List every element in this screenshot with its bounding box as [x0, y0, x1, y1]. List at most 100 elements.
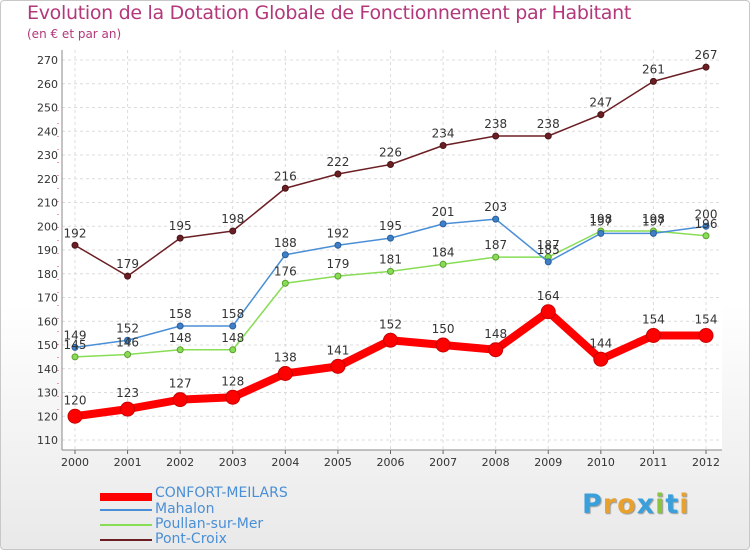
legend-label-poullan-sur-mer: Poullan-sur-Mer — [155, 516, 264, 532]
data-label-pont-croix: 238 — [484, 117, 507, 131]
legend-line-poullan-sur-mer — [100, 524, 152, 526]
data-label-mahalon: 149 — [64, 328, 87, 342]
logo-letter: o — [617, 489, 637, 520]
data-point-mahalon — [71, 343, 79, 351]
data-point-mahalon — [387, 234, 394, 242]
data-point-confort-meilars — [120, 401, 136, 417]
data-point-confort-meilars — [67, 408, 83, 424]
y-tick-label: 110 — [37, 434, 58, 447]
data-point-poullan-sur-mer — [176, 346, 184, 354]
proxiti-logo: Proxiti — [582, 489, 690, 520]
logo-letter: t — [665, 489, 680, 520]
data-label-confort-meilars: 154 — [642, 313, 665, 327]
data-label-poullan-sur-mer: 146 — [116, 336, 139, 350]
data-label-confort-meilars: 141 — [326, 343, 349, 357]
data-label-poullan-sur-mer: 187 — [537, 238, 560, 252]
x-tick-label: 2008 — [482, 456, 510, 469]
data-label-poullan-sur-mer: 181 — [379, 252, 402, 266]
x-tick-label: 2006 — [377, 456, 405, 469]
data-point-pont-croix — [71, 241, 79, 249]
data-label-pont-croix: 192 — [64, 226, 87, 240]
y-tick-label: 170 — [37, 292, 58, 305]
y-tick-label: 150 — [37, 339, 58, 352]
legend-label-confort-meilars: CONFORT-MEILARS — [155, 485, 288, 501]
data-label-confort-meilars: 154 — [695, 313, 718, 327]
data-label-confort-meilars: 127 — [169, 377, 192, 391]
data-point-mahalon — [334, 241, 342, 249]
y-tick-label: 160 — [37, 315, 58, 328]
data-point-pont-croix — [492, 132, 500, 140]
data-point-pont-croix — [124, 272, 132, 280]
data-label-confort-meilars: 120 — [64, 393, 87, 407]
data-label-pont-croix: 261 — [642, 62, 665, 76]
x-tick-label: 2001 — [114, 456, 142, 469]
data-label-mahalon: 185 — [537, 243, 560, 257]
data-label-confort-meilars: 144 — [589, 336, 612, 350]
legend-line-mahalon — [100, 509, 152, 511]
data-point-pont-croix — [281, 184, 289, 192]
data-label-confort-meilars: 123 — [116, 386, 139, 400]
data-point-poullan-sur-mer — [71, 353, 79, 361]
data-label-poullan-sur-mer: 196 — [695, 217, 718, 231]
data-label-mahalon: 158 — [169, 307, 192, 321]
data-point-confort-meilars — [435, 337, 451, 353]
data-point-pont-croix — [176, 234, 184, 242]
logo-letter: x — [636, 489, 656, 520]
data-label-pont-croix: 234 — [432, 127, 455, 141]
data-point-mahalon — [702, 222, 710, 230]
data-label-confort-meilars: 152 — [379, 317, 402, 331]
data-point-poullan-sur-mer — [492, 253, 500, 261]
data-point-mahalon — [649, 229, 657, 237]
data-point-mahalon — [229, 322, 237, 330]
data-label-mahalon: 195 — [379, 219, 402, 233]
data-label-pont-croix: 198 — [221, 212, 244, 226]
data-label-mahalon: 200 — [695, 207, 718, 221]
data-point-confort-meilars — [593, 351, 609, 367]
data-point-pont-croix — [439, 142, 447, 149]
data-label-pont-croix: 247 — [589, 96, 612, 110]
data-label-mahalon: 197 — [642, 214, 665, 228]
data-label-confort-meilars: 150 — [432, 322, 455, 336]
data-point-pont-croix — [702, 63, 710, 71]
data-label-confort-meilars: 128 — [221, 374, 244, 388]
data-point-poullan-sur-mer — [281, 279, 289, 287]
chart-title: Evolution de la Dotation Globale de Fonc… — [27, 2, 632, 24]
data-point-mahalon — [492, 215, 500, 223]
y-tick-label: 210 — [37, 197, 58, 210]
data-label-pont-croix: 267 — [695, 48, 718, 62]
logo-letter: P — [582, 489, 603, 520]
data-label-mahalon: 192 — [326, 226, 349, 240]
data-point-confort-meilars — [488, 342, 504, 358]
data-label-pont-croix: 238 — [537, 117, 560, 131]
data-point-confort-meilars — [383, 332, 398, 348]
y-tick-label: 120 — [37, 410, 58, 423]
data-label-mahalon: 197 — [589, 214, 612, 228]
data-point-confort-meilars — [330, 358, 346, 374]
legend-label-mahalon: Mahalon — [155, 501, 215, 517]
data-label-poullan-sur-mer: 187 — [484, 238, 507, 252]
data-label-confort-meilars: 148 — [484, 327, 507, 341]
data-point-mahalon — [597, 229, 605, 237]
data-point-pont-croix — [544, 132, 552, 140]
logo-letter: r — [602, 489, 618, 520]
x-tick-label: 2011 — [639, 456, 667, 469]
data-label-pont-croix: 179 — [116, 257, 139, 271]
data-label-poullan-sur-mer: 148 — [221, 331, 244, 345]
logo-letter: i — [655, 489, 666, 520]
data-point-confort-meilars — [645, 328, 661, 343]
data-label-mahalon: 152 — [116, 321, 139, 335]
y-tick-label: 270 — [37, 54, 58, 67]
x-tick-label: 2010 — [587, 456, 615, 469]
y-tick-label: 190 — [37, 244, 58, 257]
data-label-poullan-sur-mer: 179 — [326, 257, 349, 271]
data-point-confort-meilars — [172, 392, 188, 408]
data-point-confort-meilars — [225, 389, 241, 405]
data-point-pont-croix — [334, 170, 342, 178]
data-point-confort-meilars — [277, 366, 293, 381]
data-label-poullan-sur-mer: 198 — [589, 212, 612, 226]
x-tick-label: 2003 — [219, 456, 247, 469]
data-label-mahalon: 201 — [432, 205, 455, 219]
data-point-mahalon — [176, 322, 184, 330]
data-label-pont-croix: 222 — [326, 155, 349, 169]
